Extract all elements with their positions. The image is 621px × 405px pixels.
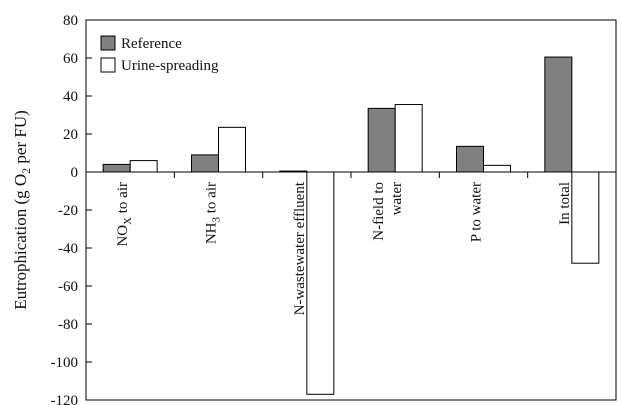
bar-urine-spreading-5 (483, 164, 511, 173)
legend: Reference Urine-spreading (100, 35, 219, 74)
plot-frame (85, 19, 617, 401)
bar-reference-5 (456, 145, 484, 173)
bar-urine-spreading-2 (218, 126, 246, 173)
bar-urine-spreading-1 (129, 160, 158, 173)
legend-swatch (100, 57, 116, 73)
legend-label: Reference (121, 36, 182, 52)
bar-reference-6 (544, 56, 573, 173)
category-label: N-field to (371, 182, 387, 241)
y-tick-label: -80 (58, 317, 78, 333)
bars (102, 56, 600, 395)
y-tick-label: 80 (63, 13, 78, 29)
y-tick-label: 20 (63, 127, 78, 143)
bar-reference-2 (191, 154, 219, 173)
y-ticks: 80 60 40 20 0 -20 -40 -60 -80 -100 -120 (51, 13, 92, 405)
y-tick-label: -100 (51, 355, 79, 371)
y-axis-title: Eutrophication (g O2 per FU) (11, 110, 33, 310)
category-labels: NOX to air NH3 to air N-wastewater effluen… (115, 181, 573, 315)
bar-urine-spreading-6 (571, 171, 600, 264)
category-label: N-wastewater effluent (292, 181, 308, 315)
bar-reference-4 (367, 107, 396, 173)
y-tick-label: -60 (58, 279, 78, 295)
y-tick-label: 0 (71, 165, 79, 181)
category-label: P to water (469, 182, 485, 242)
category-label: water (389, 182, 405, 215)
category-label: NOX to air (115, 182, 134, 247)
y-tick-label: 60 (63, 51, 78, 67)
legend-label: Urine-spreading (121, 58, 219, 74)
bar-urine-spreading-4 (394, 104, 423, 173)
y-tick-label: -20 (58, 203, 78, 219)
plot-area-border (85, 19, 617, 401)
y-tick-label: 40 (63, 89, 78, 105)
category-label: NH3 to air (204, 182, 223, 244)
y-tick-label: -40 (58, 241, 78, 257)
bar-reference-3 (279, 170, 308, 173)
bar-urine-spreading-3 (306, 171, 335, 395)
category-label: In total (557, 182, 573, 225)
legend-swatch (100, 35, 116, 51)
bar-reference-1 (102, 163, 131, 173)
y-tick-label: -120 (51, 393, 79, 405)
